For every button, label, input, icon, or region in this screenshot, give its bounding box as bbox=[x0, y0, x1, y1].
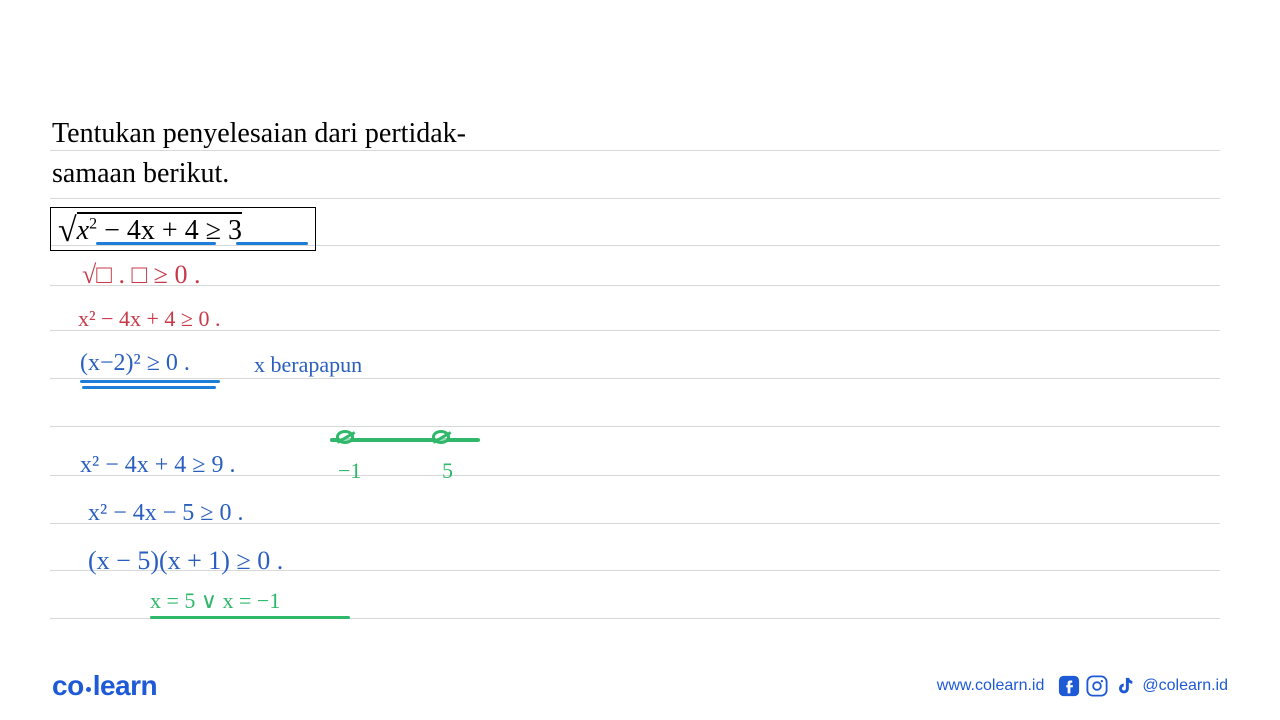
footer-url[interactable]: www.colearn.id bbox=[937, 677, 1045, 695]
hand-green-5: 5 bbox=[442, 458, 453, 484]
facebook-icon[interactable] bbox=[1058, 675, 1080, 697]
logo-dot-icon bbox=[86, 687, 91, 692]
social-handle[interactable]: @colearn.id bbox=[1142, 677, 1228, 695]
problem-line-1: Tentukan penyelesaian dari pertidak- bbox=[52, 118, 466, 150]
social-icons: @colearn.id bbox=[1058, 675, 1228, 697]
hand-red-quadratic: x² − 4x + 4 ≥ 0 . bbox=[78, 306, 220, 332]
brand-logo: colearn bbox=[52, 670, 157, 702]
hand-green-neg1: −1 bbox=[338, 458, 361, 484]
footer-bar: colearn www.colearn.id @colearn.id bbox=[0, 670, 1280, 702]
blue-underline-2 bbox=[236, 242, 308, 245]
hand-red-sqrt-condition: √□ . □ ≥ 0 . bbox=[82, 260, 200, 290]
logo-part-1: co bbox=[52, 670, 84, 701]
hand-green-solution: x = 5 ∨ x = −1 bbox=[150, 588, 280, 614]
blue-double-underline-b bbox=[82, 386, 216, 389]
hand-blue-ge9: x² − 4x + 4 ≥ 9 . bbox=[80, 452, 235, 479]
logo-part-2: learn bbox=[93, 670, 157, 701]
hand-blue-factored: (x − 5)(x + 1) ≥ 0 . bbox=[88, 546, 283, 576]
tiktok-icon[interactable] bbox=[1114, 675, 1136, 697]
footer-right: www.colearn.id @colearn.id bbox=[937, 675, 1228, 697]
blue-double-underline-a bbox=[80, 380, 220, 383]
hand-blue-minus5: x² − 4x − 5 ≥ 0 . bbox=[88, 500, 243, 527]
blue-underline-1 bbox=[96, 242, 216, 245]
instagram-icon[interactable] bbox=[1086, 675, 1108, 697]
hand-blue-any-x: x berapapun bbox=[254, 352, 362, 378]
green-solution-underline bbox=[150, 616, 350, 619]
problem-line-2: samaan berikut. bbox=[52, 158, 229, 190]
hand-blue-factored-sq: (x−2)² ≥ 0 . bbox=[80, 350, 190, 377]
